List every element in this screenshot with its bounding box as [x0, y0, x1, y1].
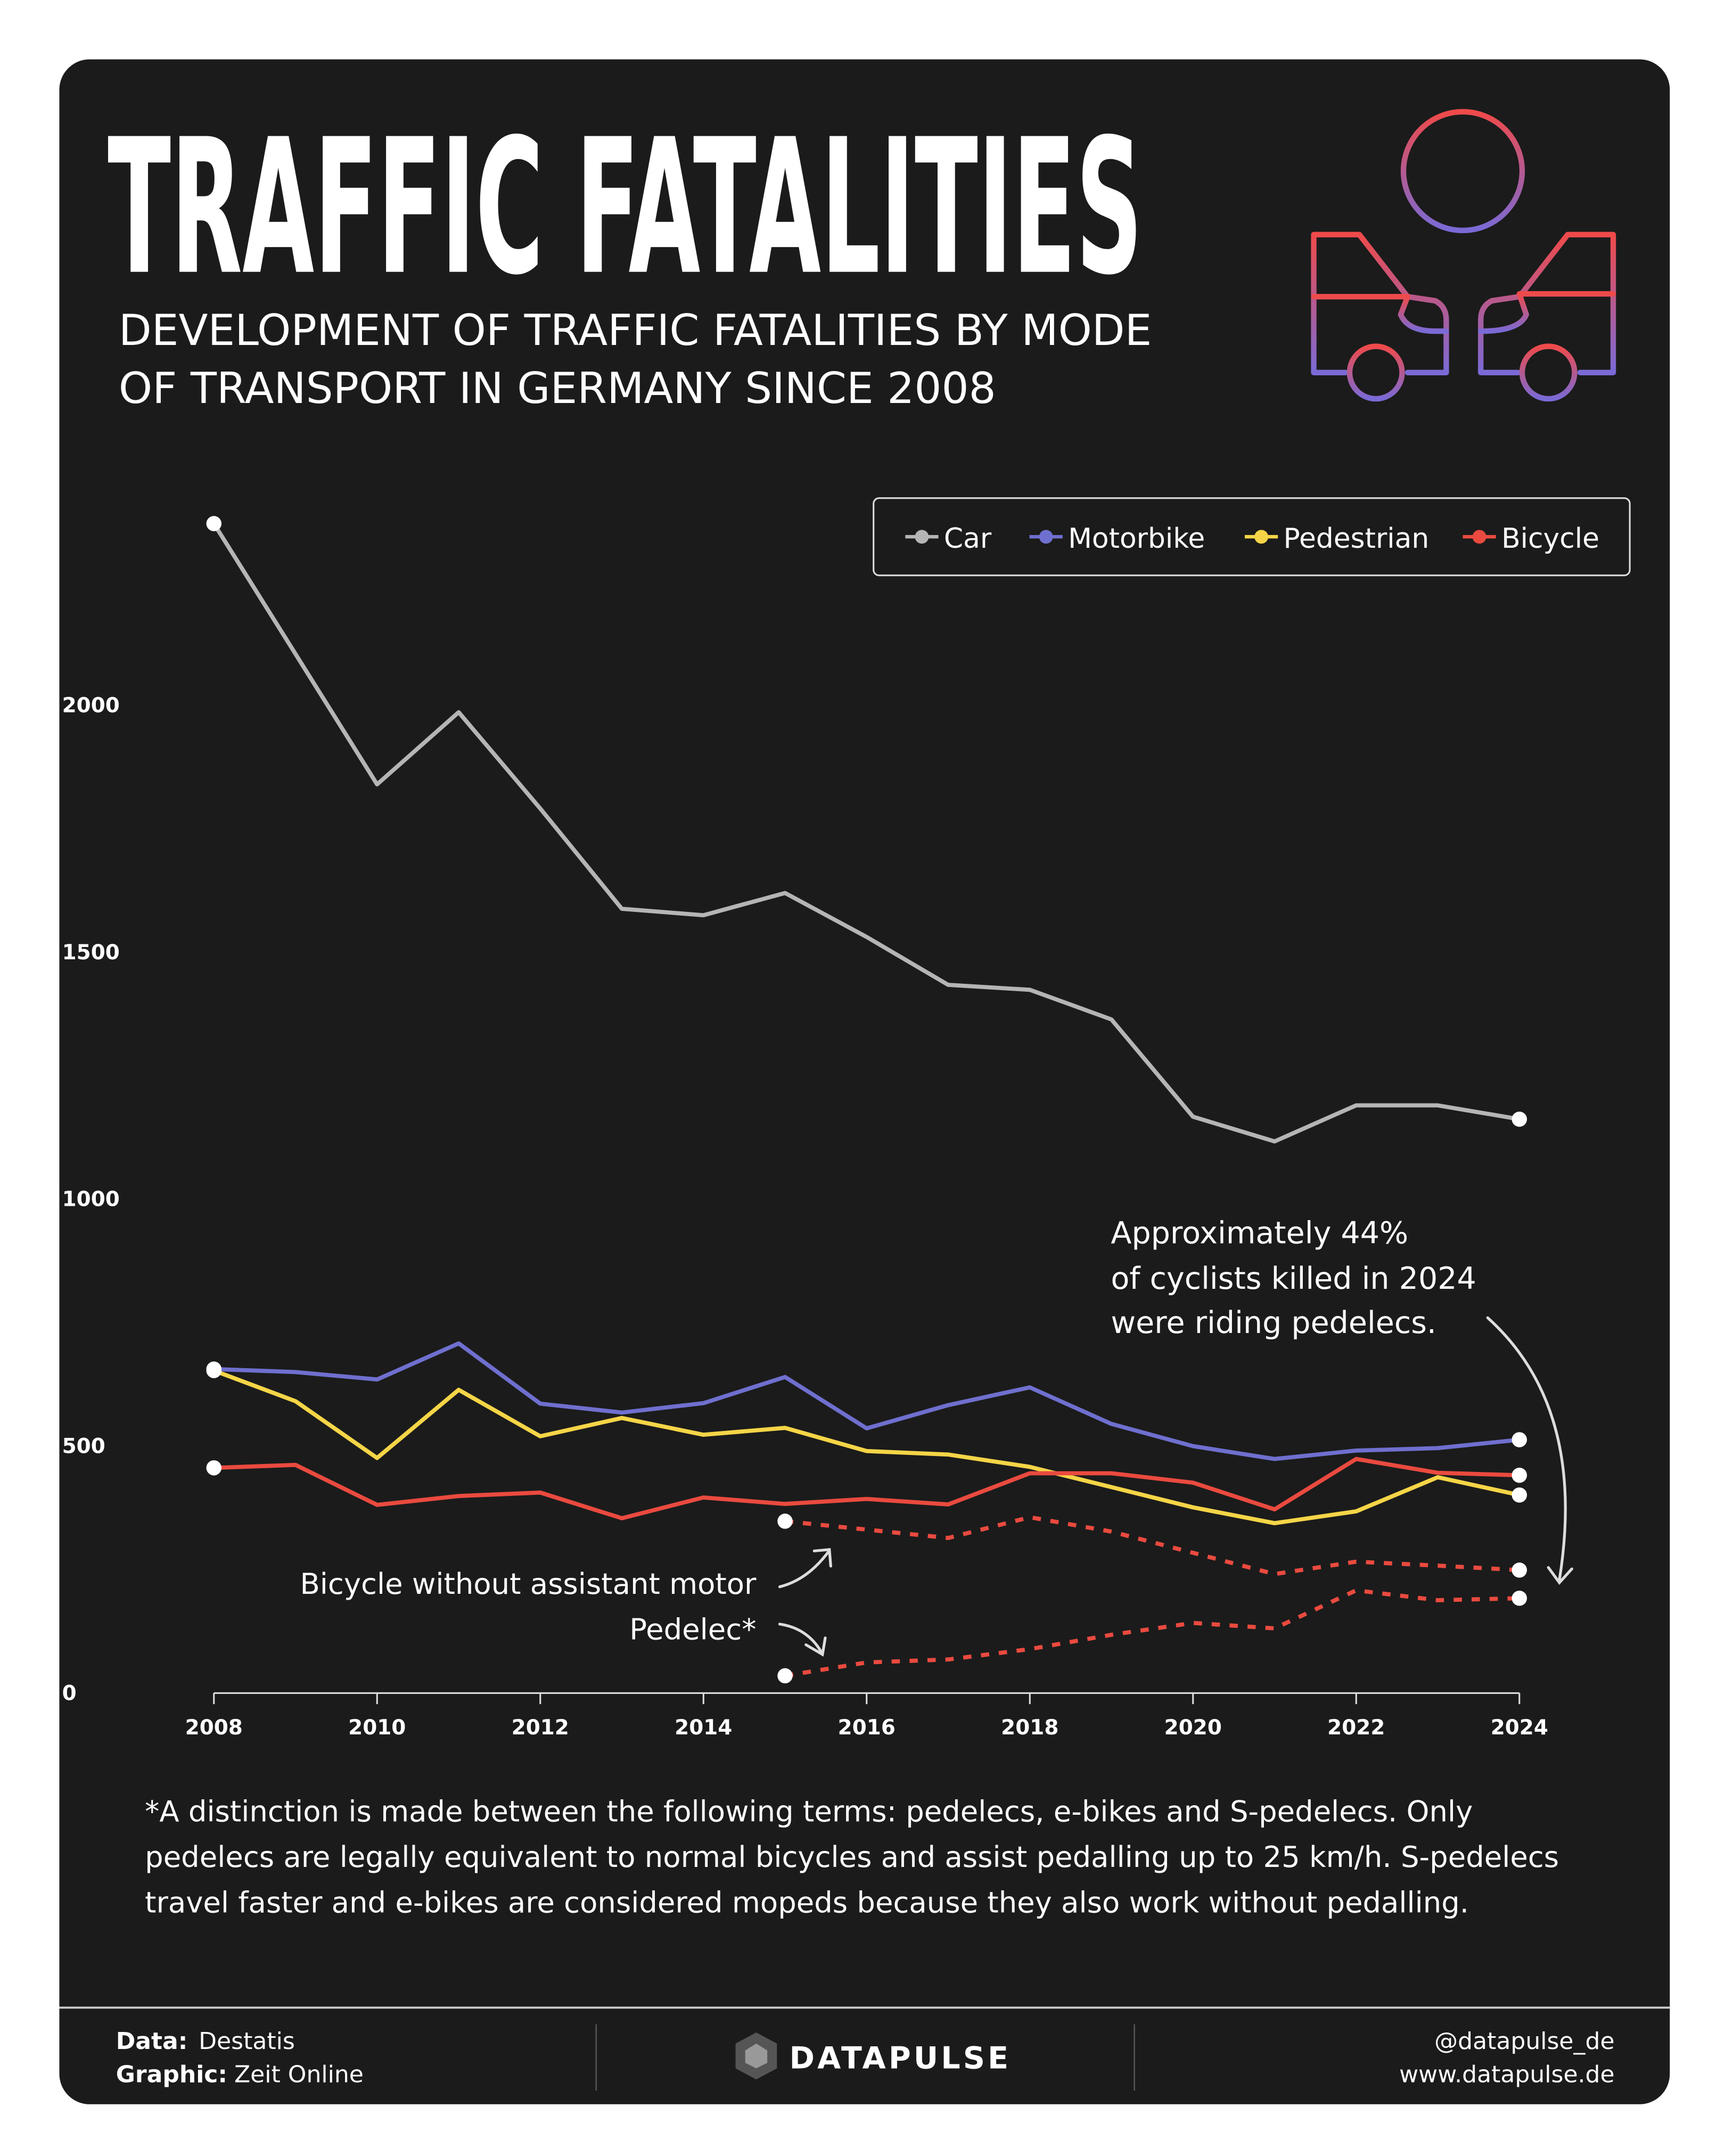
annotation: of cyclists killed in 2024: [1111, 1261, 1476, 1296]
legend-label: Pedestrian: [1284, 523, 1430, 555]
footnote: travel faster and e-bikes are considered…: [145, 1886, 1469, 1920]
legend-label: Car: [944, 523, 992, 555]
legend-dot: [1254, 530, 1269, 544]
series-label: Pedelec*: [629, 1612, 756, 1646]
series-label: Bicycle without assistant motor: [300, 1567, 757, 1601]
footer-website: www.datapulse.de: [1399, 2061, 1614, 2088]
brand: DATAPULSE: [790, 2040, 1012, 2076]
y-tick-label: 0: [62, 1681, 77, 1705]
end-dot: [777, 1668, 793, 1684]
subtitle: OF TRANSPORT IN GERMANY SINCE 2008: [119, 363, 996, 413]
end-dot: [1512, 1432, 1527, 1447]
end-dot: [1512, 1562, 1527, 1578]
end-dot: [1512, 1112, 1527, 1127]
x-tick-label: 2018: [1001, 1716, 1058, 1740]
end-dot: [206, 1363, 222, 1378]
y-tick-label: 1500: [62, 941, 120, 965]
series-line: [213, 1341, 1520, 1461]
footer-value: Zeit Online: [234, 2061, 364, 2088]
y-tick-label: 500: [62, 1434, 105, 1458]
plot: 0 500 1000 1500 2000 2008 2010 2012 2014 2016 2018…: [62, 516, 1599, 1740]
x-tick-label: 2012: [512, 1716, 569, 1740]
x-tick-label: 2016: [838, 1716, 896, 1740]
end-dot: [206, 516, 222, 531]
series-line: [212, 522, 1520, 1144]
x-tick-label: 2008: [185, 1716, 243, 1740]
subtitle: DEVELOPMENT OF TRAFFIC FATALITIES BY MOD…: [119, 305, 1152, 355]
x-tick-label: 2014: [675, 1716, 732, 1740]
legend-box: [873, 497, 1631, 577]
x-tick-label: 2024: [1491, 1716, 1548, 1740]
footer-label: Data:: [116, 2028, 188, 2055]
x-tick-label: 2010: [348, 1716, 406, 1740]
end-dot: [1512, 1487, 1527, 1503]
footer-source: Data: Destatis: [116, 2028, 295, 2055]
legend-label: Motorbike: [1068, 523, 1205, 555]
chart-title: TRAFFIC FATALITIES: [108, 99, 1143, 316]
legend-label: Bicycle: [1501, 523, 1599, 555]
brand-logo: [735, 2032, 777, 2080]
legend-dot: [1039, 530, 1053, 544]
footnote: pedelecs are legally equivalent to norma…: [145, 1840, 1559, 1874]
end-dot: [777, 1513, 793, 1529]
footer-label: Graphic:: [116, 2061, 227, 2088]
series-line: [213, 1456, 1519, 1520]
x-tick-label: 2022: [1327, 1716, 1385, 1740]
x-tick-label: 2020: [1164, 1716, 1222, 1740]
footer-credit: Graphic: Zeit Online: [116, 2061, 364, 2088]
footer-value: Destatis: [199, 2028, 295, 2055]
annotation: Approximately 44%: [1111, 1215, 1409, 1250]
card: [59, 59, 1670, 2104]
footer-handle: @datapulse_de: [1434, 2028, 1615, 2055]
annotation: were riding pedelecs.: [1111, 1305, 1437, 1340]
legend-dot: [1472, 530, 1486, 544]
y-tick-label: 2000: [62, 694, 120, 718]
crash-icon: [1311, 109, 1616, 402]
end-dot: [1512, 1468, 1527, 1483]
end-dot: [1512, 1591, 1527, 1606]
footnote: *A distinction is made between the follo…: [145, 1794, 1473, 1828]
end-dot: [206, 1460, 222, 1476]
y-tick-label: 1000: [62, 1188, 120, 1212]
legend-dot: [915, 530, 929, 544]
annotation-arrows: [778, 1316, 1573, 1657]
series-line: [213, 1368, 1520, 1526]
